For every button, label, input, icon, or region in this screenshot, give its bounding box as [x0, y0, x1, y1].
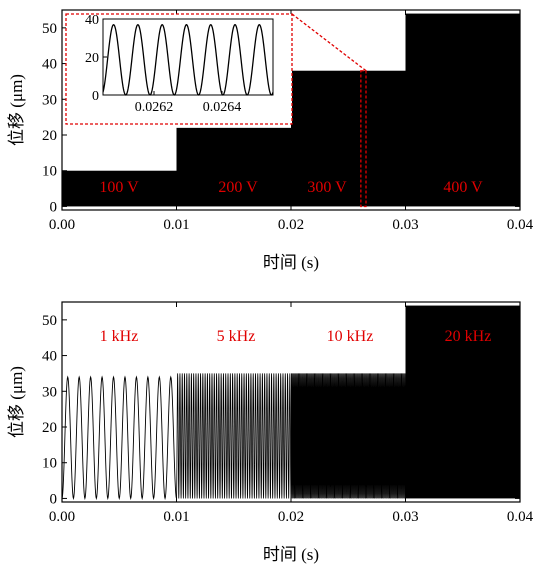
zoom-indicator [291, 13, 367, 208]
inset-y-tick-label: 0 [92, 89, 99, 104]
inset-ticks: 0.0262 0.0264 0 20 40 [85, 13, 241, 115]
top-ticks: 0.00 0.01 0.02 0.03 0.04 0 10 20 30 40 50 [42, 10, 534, 233]
y-tick-label: 50 [42, 313, 57, 329]
signal-line-segment-3 [290, 373, 406, 499]
y-tick-label: 0 [50, 491, 58, 507]
y-tick-label: 20 [42, 128, 57, 144]
inset-y-tick-label: 40 [85, 13, 99, 28]
y-tick-label: 10 [42, 456, 57, 472]
zoom-region-box [360, 70, 367, 208]
inset-x-tick-label: 0.0262 [135, 100, 174, 115]
bottom-segment-labels: 1 kHz 5 kHz 10 kHz 20 kHz [100, 328, 492, 345]
inset-sine-line [102, 23, 274, 96]
x-tick-label: 0.01 [163, 217, 189, 233]
segment-label-1: 1 kHz [100, 328, 139, 345]
top-x-axis-label: 时间 (s) [263, 253, 319, 272]
segment-label-2: 200 V [218, 179, 258, 196]
signal-line-segment-2 [176, 373, 292, 499]
x-tick-label: 0.00 [49, 509, 75, 525]
segment-label-3: 300 V [307, 179, 347, 196]
y-tick-label: 40 [42, 57, 57, 73]
x-tick-label: 0.02 [278, 217, 304, 233]
signal-line-segment-1 [61, 375, 177, 501]
inset-x-tick-label: 0.0264 [203, 100, 242, 115]
segment-label-4: 20 kHz [445, 328, 492, 345]
x-tick-label: 0.01 [163, 509, 189, 525]
y-tick-label: 50 [42, 21, 57, 37]
inset-plot: 0.0262 0.0264 0 20 40 [65, 13, 293, 125]
bottom-ticks: 0.00 0.01 0.02 0.03 0.04 0 10 20 30 40 50 [42, 302, 534, 525]
y-tick-label: 30 [42, 92, 57, 108]
bottom-y-axis-label: 位移 (μm) [7, 366, 26, 438]
bottom-x-axis-label: 时间 (s) [263, 545, 319, 564]
zoom-connector-line [291, 13, 367, 72]
signal-band-segment-3 [291, 70, 406, 207]
x-tick-label: 0.00 [49, 217, 75, 233]
signal-band-segment-4 [405, 13, 520, 207]
bottom-signal-area [61, 305, 520, 501]
signal-band-segment-1 [62, 170, 177, 207]
top-panel: 0.00 0.01 0.02 0.03 0.04 0 10 20 30 40 50 100 V 20… [7, 9, 534, 272]
y-tick-label: 20 [42, 420, 57, 436]
bottom-panel: 0.00 0.01 0.02 0.03 0.04 0 10 20 30 40 50 1 kHz 5 … [7, 301, 534, 564]
x-tick-label: 0.03 [392, 509, 418, 525]
y-tick-label: 0 [50, 199, 58, 215]
x-tick-label: 0.04 [507, 509, 534, 525]
inset-y-tick-label: 20 [85, 51, 99, 66]
segment-label-4: 400 V [443, 179, 483, 196]
inset-signal [102, 23, 274, 96]
y-tick-label: 30 [42, 384, 57, 400]
y-tick-label: 40 [42, 349, 57, 365]
segment-label-2: 5 kHz [217, 328, 256, 345]
y-tick-label: 10 [42, 164, 57, 180]
top-y-axis-label: 位移 (μm) [7, 74, 26, 146]
top-signal-area [62, 13, 520, 207]
signal-band-segment-2 [176, 127, 291, 207]
x-tick-label: 0.04 [507, 217, 534, 233]
segment-label-1: 100 V [99, 179, 139, 196]
segment-label-3: 10 kHz [327, 328, 374, 345]
signal-band-segment-4 [405, 305, 520, 499]
x-tick-label: 0.02 [278, 509, 304, 525]
x-tick-label: 0.03 [392, 217, 418, 233]
top-segment-labels: 100 V 200 V 300 V 400 V [99, 179, 483, 196]
